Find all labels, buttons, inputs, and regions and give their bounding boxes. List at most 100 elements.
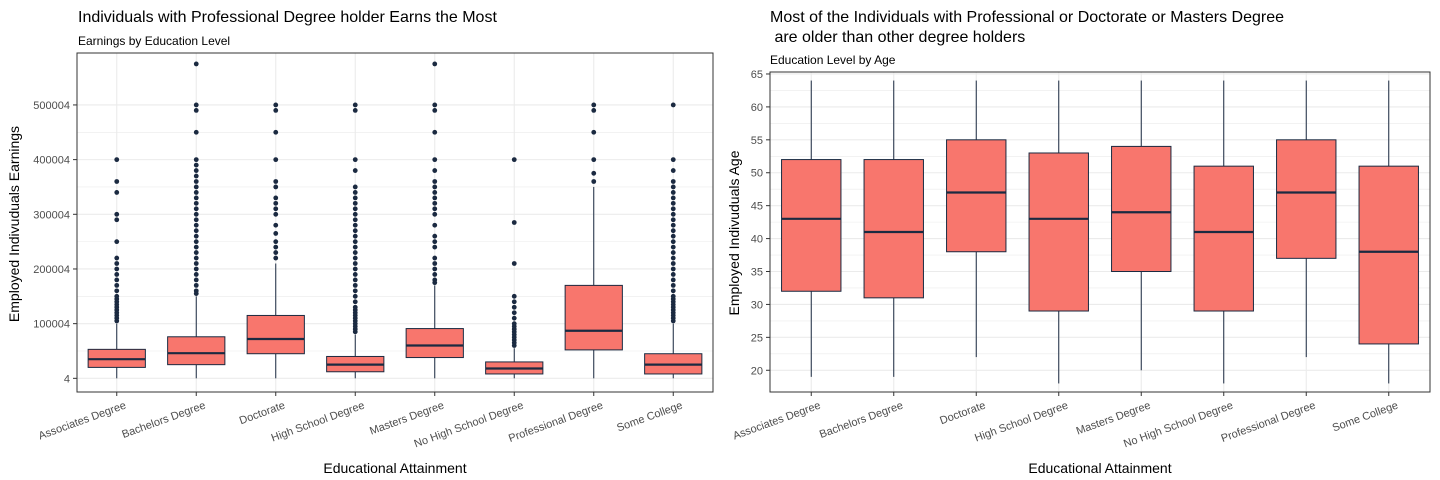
outlier-point	[591, 108, 597, 113]
outlier-point	[193, 129, 199, 135]
outlier-point	[193, 250, 199, 255]
outlier-point	[670, 233, 676, 239]
outlier-point	[193, 195, 199, 201]
box-iqr	[1111, 145, 1172, 273]
outlier-point	[193, 217, 199, 223]
outlier-point	[352, 282, 358, 288]
outlier-point	[432, 129, 438, 135]
outlier-point	[193, 255, 199, 261]
outlier-point	[193, 222, 199, 228]
outlier-point	[193, 244, 199, 250]
outlier-point	[670, 250, 676, 255]
outlier-point	[193, 239, 199, 245]
outlier-point	[511, 321, 517, 327]
outlier-point	[352, 228, 358, 234]
outlier-point	[352, 211, 358, 217]
outlier-point	[352, 250, 358, 255]
outlier-point	[193, 277, 199, 283]
outlier-point	[273, 157, 279, 163]
outlier-point	[193, 206, 199, 212]
outlier-point	[352, 277, 358, 283]
outlier-point	[432, 277, 438, 283]
outlier-point	[273, 129, 279, 135]
box-7	[644, 102, 703, 379]
outlier-point	[670, 255, 676, 261]
outlier-point	[273, 200, 279, 206]
outlier-point	[114, 277, 120, 283]
x-tick-label: Doctorate	[938, 400, 987, 428]
outlier-point	[352, 299, 358, 305]
box-2	[946, 80, 1007, 358]
outlier-point	[114, 157, 120, 163]
outlier-point	[511, 304, 517, 310]
outlier-point	[273, 108, 279, 113]
box-6	[564, 102, 623, 379]
outlier-point	[193, 157, 199, 163]
outlier-point	[432, 184, 438, 190]
outlier-point	[591, 129, 597, 135]
box-4	[405, 61, 464, 379]
box-3	[1028, 80, 1089, 384]
outlier-point	[432, 200, 438, 206]
earnings-boxplot-svg: Individuals with Professional Degree hol…	[6, 9, 714, 476]
panel-border	[769, 71, 1431, 393]
y-tick-label: 300004	[33, 209, 70, 221]
outlier-point	[432, 190, 438, 195]
outlier-point	[193, 102, 199, 108]
outlier-point	[591, 102, 597, 108]
outlier-point	[352, 206, 358, 212]
box-4	[1111, 80, 1172, 371]
outlier-point	[432, 244, 438, 250]
outlier-point	[432, 266, 438, 272]
box-0	[781, 80, 842, 377]
box-iqr	[564, 284, 623, 351]
outlier-point	[432, 239, 438, 245]
box-5	[485, 157, 544, 379]
outlier-point	[193, 190, 199, 195]
outlier-point	[114, 293, 120, 299]
outlier-point	[432, 168, 438, 173]
y-tick-label: 30	[751, 299, 763, 311]
outlier-point	[114, 217, 120, 223]
y-tick-label: 400004	[33, 155, 70, 167]
outlier-point	[114, 179, 120, 184]
outlier-point	[432, 195, 438, 201]
outlier-point	[273, 239, 279, 245]
outlier-point	[352, 239, 358, 245]
box-iqr	[1193, 165, 1254, 312]
outlier-point	[114, 282, 120, 288]
plot-area: 4 100004 200004 300004 400004 500004 Associate…	[33, 52, 714, 450]
y-tick-label: 100004	[33, 319, 70, 331]
panel-border	[76, 52, 714, 393]
box-1	[863, 80, 924, 377]
outlier-point	[352, 217, 358, 223]
outlier-point	[670, 157, 676, 163]
x-tick-label: Some College	[615, 400, 684, 435]
outlier-point	[670, 200, 676, 206]
outlier-point	[432, 233, 438, 239]
outlier-point	[432, 272, 438, 277]
outlier-point	[432, 157, 438, 163]
outlier-point	[432, 211, 438, 217]
outlier-point	[432, 261, 438, 266]
outlier-point	[352, 157, 358, 163]
outlier-point	[352, 190, 358, 195]
box-6	[1276, 80, 1337, 358]
outlier-point	[511, 299, 517, 305]
box-iqr	[863, 159, 924, 299]
outlier-point	[273, 222, 279, 228]
outlier-point	[114, 272, 120, 277]
outlier-point	[511, 315, 517, 321]
y-tick-label: 35	[751, 267, 763, 279]
outlier-point	[591, 179, 597, 184]
outlier-point	[670, 102, 676, 108]
x-axis-title: Educational Attainment	[1028, 460, 1171, 476]
outlier-point	[193, 61, 199, 67]
box-iqr	[781, 159, 842, 292]
outlier-point	[352, 261, 358, 266]
y-tick-label: 45	[751, 201, 763, 213]
outlier-point	[670, 228, 676, 234]
box-iqr	[167, 336, 226, 366]
age-boxplot: Most of the Individuals with Professiona…	[720, 0, 1440, 480]
y-tick-label: 40	[751, 234, 763, 246]
